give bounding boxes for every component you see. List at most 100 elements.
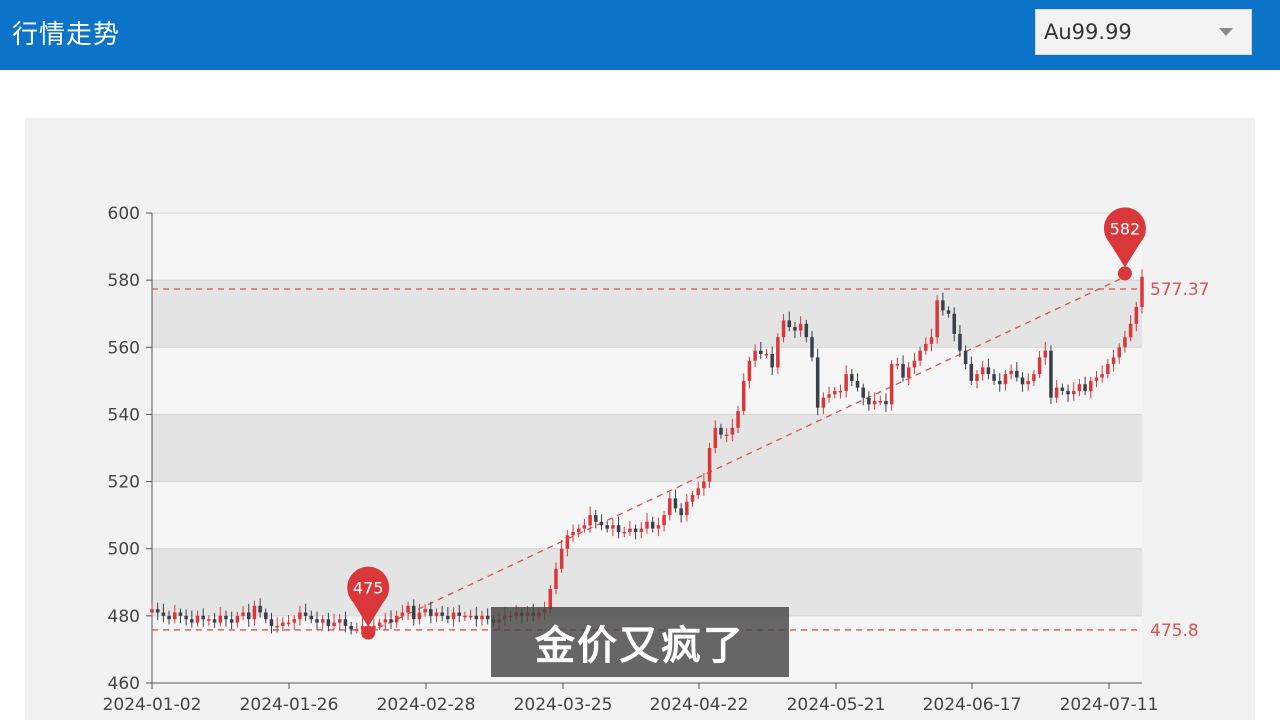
candle-body bbox=[1066, 390, 1070, 395]
candle-body bbox=[833, 390, 837, 395]
candle bbox=[628, 521, 632, 536]
candle bbox=[639, 522, 644, 539]
marker-pin bbox=[352, 601, 384, 627]
candle bbox=[810, 330, 814, 362]
candle-body bbox=[662, 515, 666, 526]
candle bbox=[736, 405, 740, 434]
candle bbox=[1106, 358, 1110, 379]
candle bbox=[150, 605, 154, 617]
candle bbox=[423, 603, 427, 617]
candle bbox=[861, 383, 865, 406]
candle-body bbox=[645, 521, 649, 529]
candle bbox=[878, 395, 883, 406]
candle-body bbox=[1117, 347, 1121, 358]
candle bbox=[173, 604, 177, 624]
reference-line-label: 577.37 bbox=[1150, 280, 1209, 300]
candle-body bbox=[668, 498, 672, 516]
candle bbox=[616, 516, 621, 539]
candle bbox=[1043, 341, 1048, 365]
candle bbox=[298, 606, 302, 626]
candle-body bbox=[212, 619, 217, 623]
candle-body bbox=[1054, 387, 1059, 398]
grid-band bbox=[152, 548, 1142, 616]
instrument-select[interactable]: Au99.99 bbox=[1035, 9, 1252, 55]
candle-body bbox=[821, 397, 826, 408]
candle-body bbox=[332, 622, 336, 626]
candle bbox=[924, 337, 928, 355]
candle bbox=[309, 610, 314, 624]
candle-body bbox=[798, 323, 803, 331]
candle bbox=[224, 610, 228, 627]
candle-body bbox=[468, 615, 473, 618]
y-tick-label: 580 bbox=[108, 271, 140, 291]
candle-body bbox=[872, 401, 877, 405]
candle-body bbox=[878, 401, 883, 403]
y-tick-label: 480 bbox=[108, 607, 140, 627]
candle bbox=[463, 611, 467, 622]
candle-body bbox=[1009, 370, 1013, 375]
candle-body bbox=[411, 605, 416, 620]
candle-body bbox=[685, 501, 689, 516]
candle bbox=[941, 292, 945, 316]
candle-body bbox=[349, 625, 353, 630]
marker-pin bbox=[1109, 242, 1141, 268]
candle-body bbox=[952, 313, 956, 334]
candle bbox=[161, 603, 166, 623]
caption-text: 金价又疯了 bbox=[535, 623, 745, 669]
candle bbox=[969, 356, 974, 385]
candle-body bbox=[1049, 350, 1053, 398]
candle-body bbox=[275, 625, 279, 628]
candle bbox=[1032, 370, 1036, 387]
candle bbox=[229, 611, 234, 629]
price-markers: 475 582 bbox=[347, 207, 1146, 640]
candle bbox=[793, 321, 797, 339]
candle bbox=[1054, 380, 1059, 403]
candle-body bbox=[804, 323, 809, 338]
candle bbox=[286, 615, 291, 627]
candle bbox=[1060, 383, 1065, 395]
candle bbox=[457, 604, 461, 623]
candle-body bbox=[480, 615, 484, 620]
candle-body bbox=[1083, 384, 1087, 391]
candle bbox=[724, 428, 729, 443]
candle bbox=[406, 601, 410, 621]
x-tick-label: 2024-05-21 bbox=[787, 695, 886, 715]
candle bbox=[281, 617, 285, 632]
candle-body bbox=[975, 374, 979, 381]
candle bbox=[759, 341, 763, 360]
header-bar: 行情走势 Au99.99 bbox=[0, 0, 1280, 70]
candle-body bbox=[901, 364, 905, 378]
candle-body bbox=[400, 612, 405, 616]
candle-body bbox=[434, 612, 439, 616]
x-tick-label: 2024-02-28 bbox=[377, 695, 476, 715]
candle bbox=[218, 607, 223, 627]
candle bbox=[690, 490, 695, 507]
candle bbox=[571, 524, 575, 542]
candle-body bbox=[753, 350, 757, 361]
candle-body bbox=[889, 364, 894, 405]
candle bbox=[1049, 345, 1053, 405]
candle bbox=[781, 314, 786, 343]
candle-body bbox=[440, 612, 444, 616]
candle-body bbox=[155, 609, 160, 613]
candle-body bbox=[958, 333, 962, 351]
candle-body bbox=[286, 622, 291, 625]
candle-body bbox=[576, 528, 581, 532]
candle-body bbox=[252, 605, 257, 620]
candle-body bbox=[184, 615, 188, 620]
candle bbox=[349, 621, 353, 635]
candle bbox=[1077, 379, 1082, 397]
candle-body bbox=[861, 387, 865, 398]
candle bbox=[605, 521, 609, 533]
candle-body bbox=[554, 568, 558, 589]
candle bbox=[713, 420, 718, 454]
candle bbox=[1037, 350, 1042, 379]
candle bbox=[468, 609, 473, 620]
candle bbox=[906, 362, 911, 386]
candle-body bbox=[309, 615, 314, 620]
candle bbox=[656, 517, 661, 537]
x-tick-label: 2024-01-26 bbox=[240, 695, 339, 715]
candle bbox=[594, 509, 598, 529]
candle bbox=[1015, 362, 1019, 382]
candle-body bbox=[850, 374, 854, 381]
